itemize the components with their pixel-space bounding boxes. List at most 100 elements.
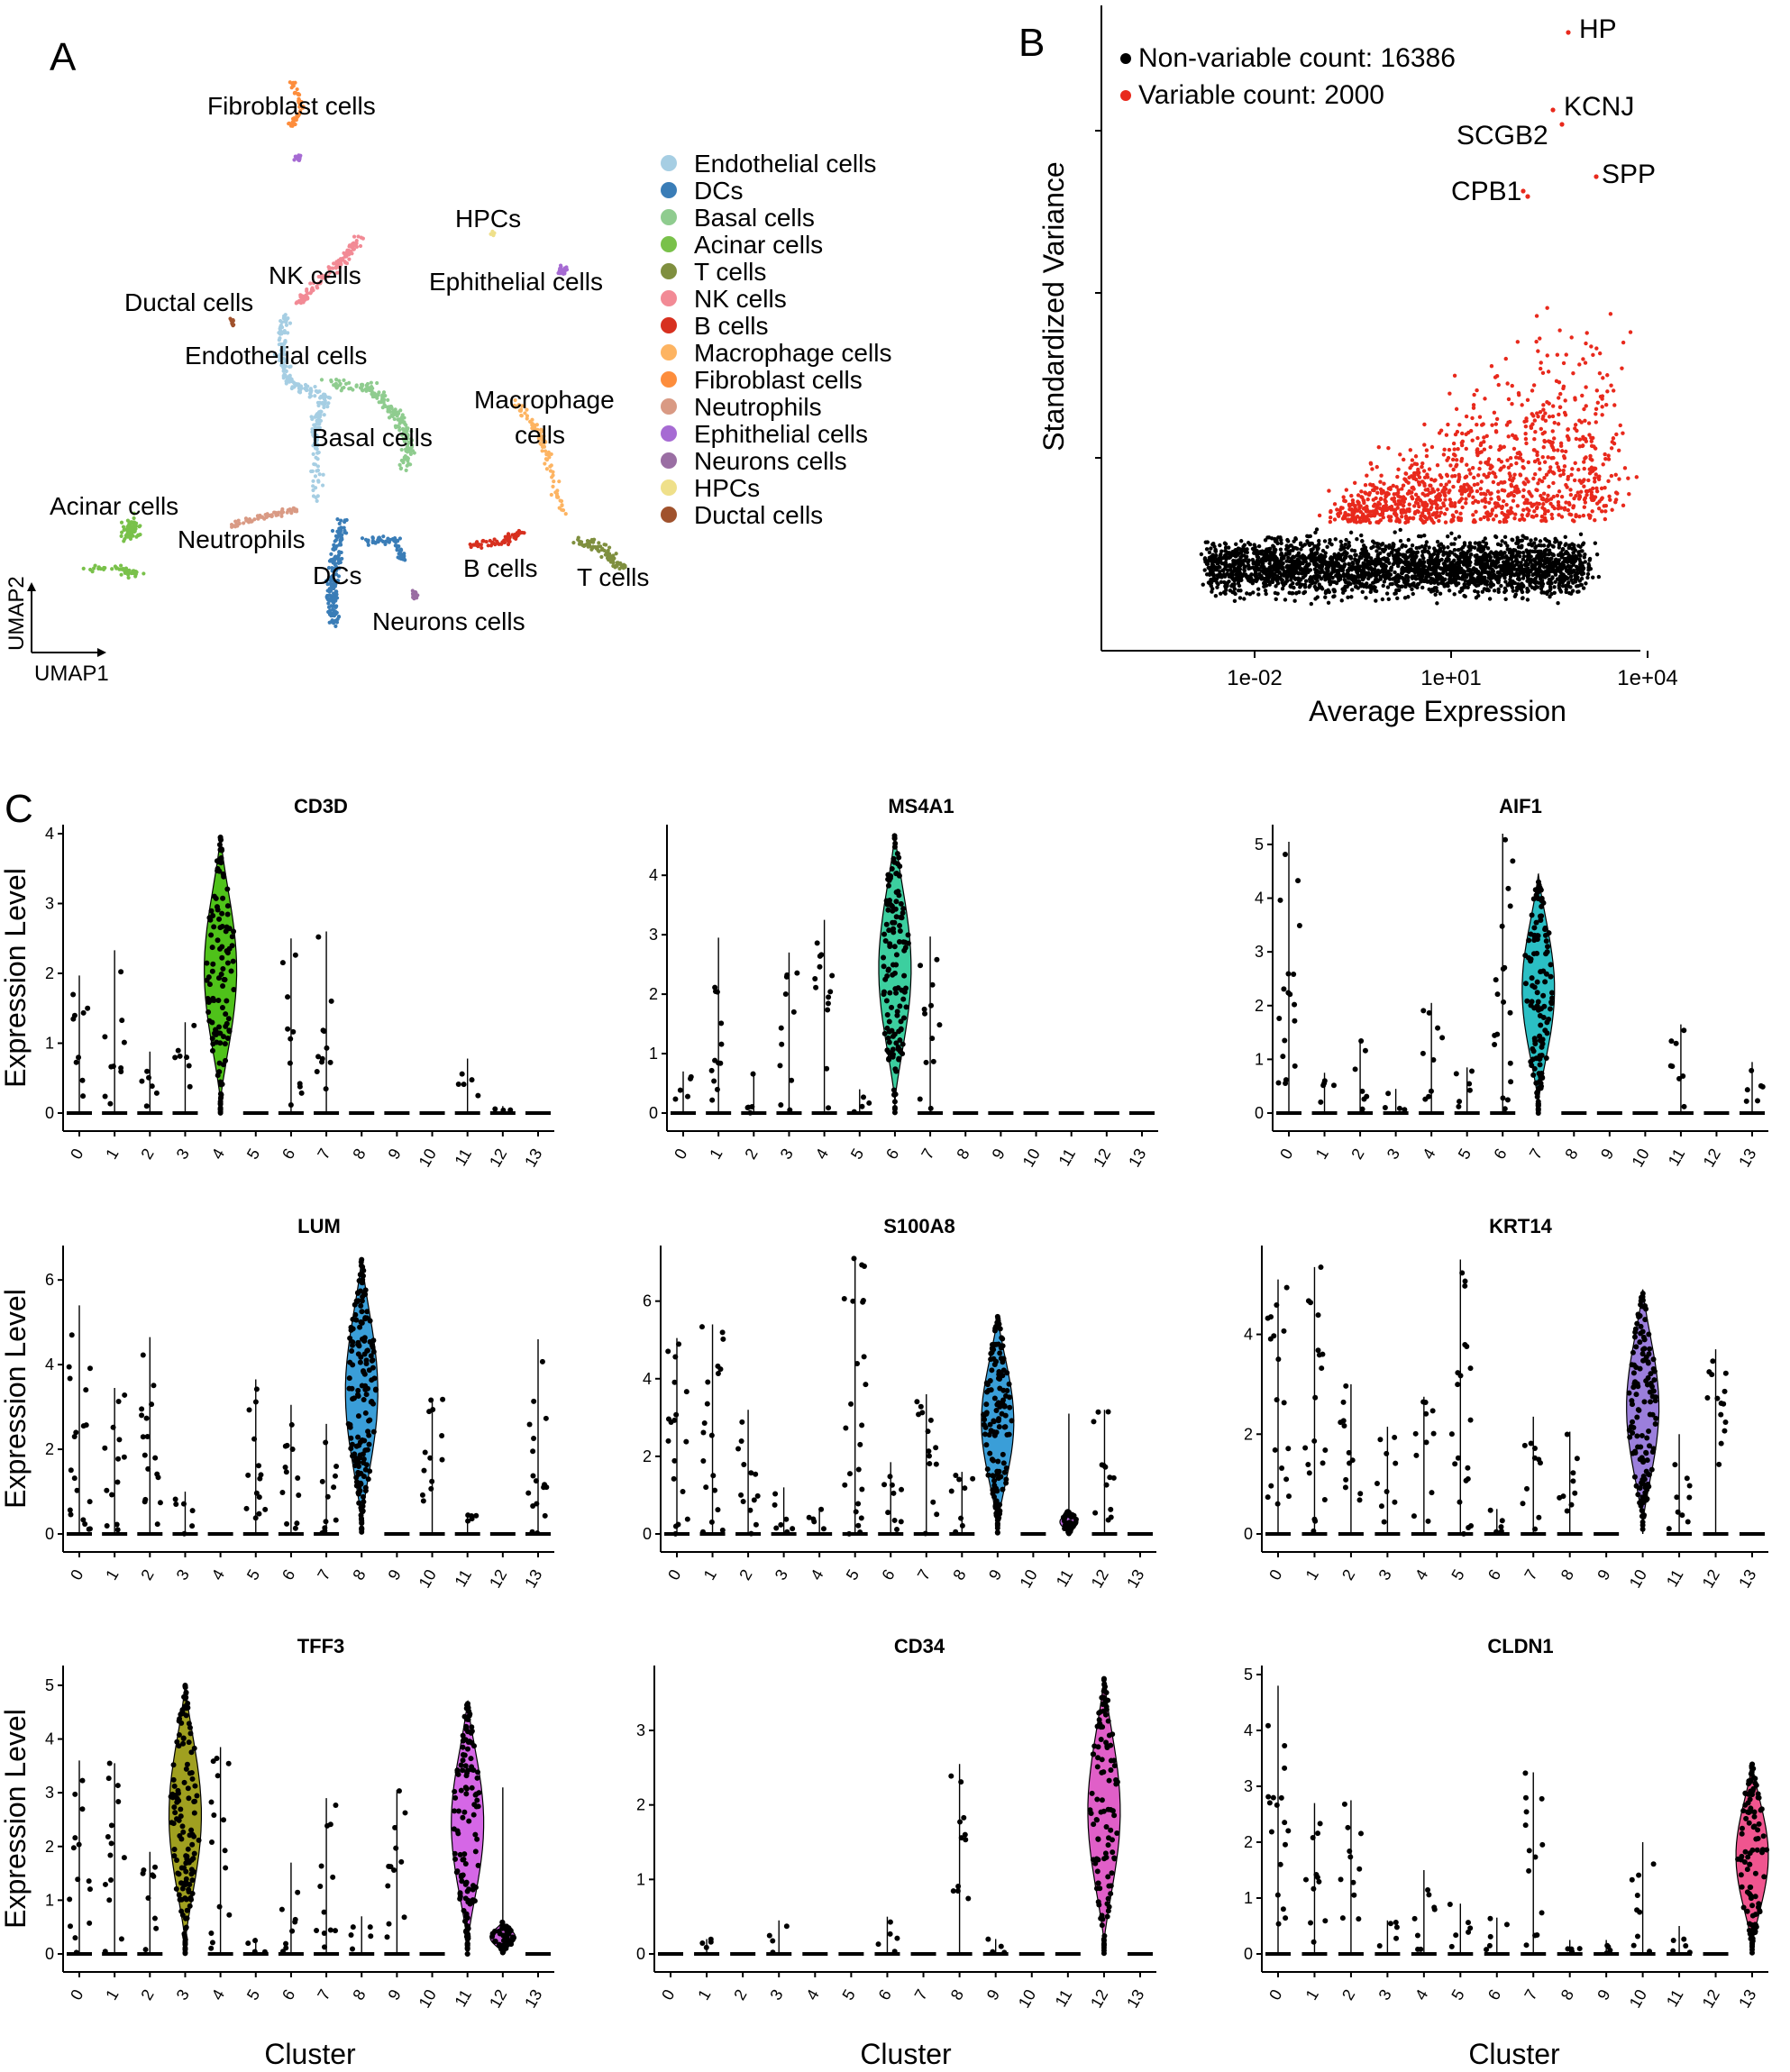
umap-point bbox=[327, 620, 332, 625]
vf-point bbox=[1379, 491, 1384, 496]
umap-point bbox=[296, 92, 300, 96]
vf-point bbox=[1547, 484, 1551, 489]
vf-point bbox=[1475, 435, 1480, 441]
vf-point bbox=[1532, 437, 1537, 442]
vf-point bbox=[1584, 385, 1588, 389]
vf-point bbox=[1415, 550, 1420, 554]
vf-point bbox=[1507, 567, 1511, 571]
vf-point bbox=[1548, 468, 1553, 473]
vf-point bbox=[1384, 493, 1389, 497]
vf-point bbox=[1225, 580, 1229, 585]
vf-point bbox=[1470, 415, 1475, 421]
vf-point bbox=[1521, 551, 1526, 555]
vf-point bbox=[1566, 545, 1571, 551]
vf-point bbox=[1528, 583, 1532, 588]
vf-point bbox=[1288, 543, 1293, 548]
vf-point bbox=[1553, 580, 1557, 584]
vf-point bbox=[1352, 580, 1356, 585]
vf-point bbox=[1219, 591, 1223, 596]
umap-point bbox=[292, 158, 297, 162]
vf-point bbox=[1458, 511, 1463, 516]
vf-point bbox=[1374, 598, 1378, 603]
umap-point bbox=[133, 574, 138, 579]
vf-point bbox=[1435, 539, 1440, 544]
umap-point bbox=[283, 373, 288, 378]
vf-point bbox=[1458, 498, 1463, 503]
panel-label-b: B bbox=[1018, 21, 1045, 65]
vf-point bbox=[1475, 499, 1481, 505]
vf-point bbox=[1548, 563, 1553, 569]
vf-point bbox=[1410, 543, 1415, 548]
umap-point bbox=[315, 464, 321, 469]
umap-point bbox=[329, 604, 333, 608]
umap-point bbox=[562, 271, 566, 277]
vf-point bbox=[1613, 472, 1618, 478]
vf-point bbox=[1341, 565, 1346, 570]
vf-point bbox=[1541, 491, 1547, 496]
vf-point bbox=[1505, 543, 1510, 548]
vf-point bbox=[1368, 461, 1374, 466]
vf-point bbox=[1512, 516, 1517, 521]
vf-point bbox=[1404, 574, 1410, 579]
vf-point bbox=[1430, 558, 1435, 562]
vf-point bbox=[1381, 561, 1386, 567]
vf-point bbox=[1403, 566, 1408, 571]
umap-point bbox=[607, 553, 612, 558]
umap-point bbox=[597, 541, 601, 545]
umap-point bbox=[615, 561, 619, 565]
vf-point bbox=[1522, 500, 1527, 506]
vf-point bbox=[1356, 580, 1362, 584]
vf-point bbox=[1289, 578, 1293, 582]
vf-point bbox=[1581, 513, 1586, 518]
vf-point bbox=[1508, 419, 1512, 424]
vf-point bbox=[1528, 542, 1533, 546]
umap-point bbox=[322, 413, 326, 417]
vf-point bbox=[1518, 473, 1523, 478]
umap-point bbox=[96, 566, 101, 570]
vf-point bbox=[1315, 595, 1320, 599]
vf-point bbox=[1459, 459, 1464, 463]
vf-point bbox=[1566, 563, 1571, 569]
vf-point bbox=[1511, 446, 1517, 452]
vf-point bbox=[1457, 561, 1462, 565]
umap-point bbox=[297, 112, 302, 116]
vf-point bbox=[1557, 561, 1561, 566]
vf-point bbox=[1546, 370, 1551, 374]
umap-point bbox=[549, 492, 553, 497]
umap-point bbox=[129, 520, 133, 525]
vf-point bbox=[1343, 561, 1347, 567]
legend-swatch bbox=[661, 263, 677, 279]
umap-point bbox=[119, 572, 123, 577]
vf-point bbox=[1449, 531, 1454, 535]
vf-point bbox=[1535, 501, 1539, 506]
umap-point bbox=[138, 533, 142, 537]
umap-point bbox=[242, 521, 246, 525]
vf-point bbox=[1413, 577, 1419, 581]
vf-point bbox=[1568, 488, 1573, 492]
vf-point bbox=[1379, 473, 1384, 478]
vf-point bbox=[1545, 589, 1550, 594]
vf-point bbox=[1541, 445, 1546, 450]
umap-point bbox=[550, 475, 554, 479]
vf-point bbox=[1509, 556, 1513, 561]
vf-point bbox=[1562, 558, 1567, 562]
vf-point bbox=[1379, 543, 1384, 547]
vf-point bbox=[1402, 560, 1406, 565]
vf-point bbox=[1537, 565, 1542, 570]
vf-point bbox=[1571, 570, 1575, 574]
vf-point bbox=[1406, 570, 1411, 574]
umap-point bbox=[296, 382, 301, 387]
vf-point bbox=[1343, 498, 1347, 504]
vf-point bbox=[1349, 595, 1354, 599]
vf-point bbox=[1429, 580, 1434, 585]
legend-label: HPCs bbox=[694, 474, 760, 502]
vf-point bbox=[1449, 517, 1454, 523]
vf-point bbox=[1420, 553, 1425, 558]
vf-point bbox=[1515, 340, 1521, 344]
umap-point bbox=[406, 426, 410, 431]
vf-point bbox=[1426, 558, 1430, 563]
vf-point bbox=[1346, 595, 1350, 599]
vf-point bbox=[1493, 534, 1499, 540]
umap-point bbox=[338, 381, 342, 386]
vf-point bbox=[1445, 581, 1450, 587]
